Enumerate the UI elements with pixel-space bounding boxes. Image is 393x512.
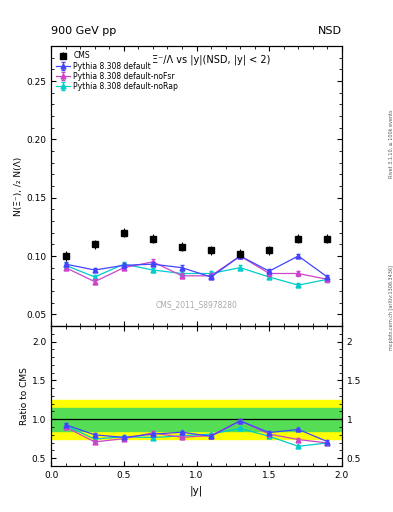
Text: CMS_2011_S8978280: CMS_2011_S8978280	[156, 300, 237, 309]
Text: mcplots.cern.ch [arXiv:1306.3436]: mcplots.cern.ch [arXiv:1306.3436]	[389, 265, 393, 350]
Y-axis label: N(Ξ⁻), /₂ N(Λ): N(Ξ⁻), /₂ N(Λ)	[14, 156, 23, 216]
Text: Ξ⁻/Λ vs |y|(NSD, |y| < 2): Ξ⁻/Λ vs |y|(NSD, |y| < 2)	[152, 54, 270, 65]
Legend: CMS, Pythia 8.308 default, Pythia 8.308 default-noFsr, Pythia 8.308 default-noRa: CMS, Pythia 8.308 default, Pythia 8.308 …	[55, 50, 180, 92]
Text: Rivet 3.1.10, ≥ 100k events: Rivet 3.1.10, ≥ 100k events	[389, 109, 393, 178]
Text: 900 GeV pp: 900 GeV pp	[51, 26, 116, 36]
Y-axis label: Ratio to CMS: Ratio to CMS	[20, 367, 29, 425]
Bar	[51, 408, 342, 431]
X-axis label: |y|: |y|	[190, 485, 203, 496]
Bar	[51, 400, 342, 439]
Text: NSD: NSD	[318, 26, 342, 36]
